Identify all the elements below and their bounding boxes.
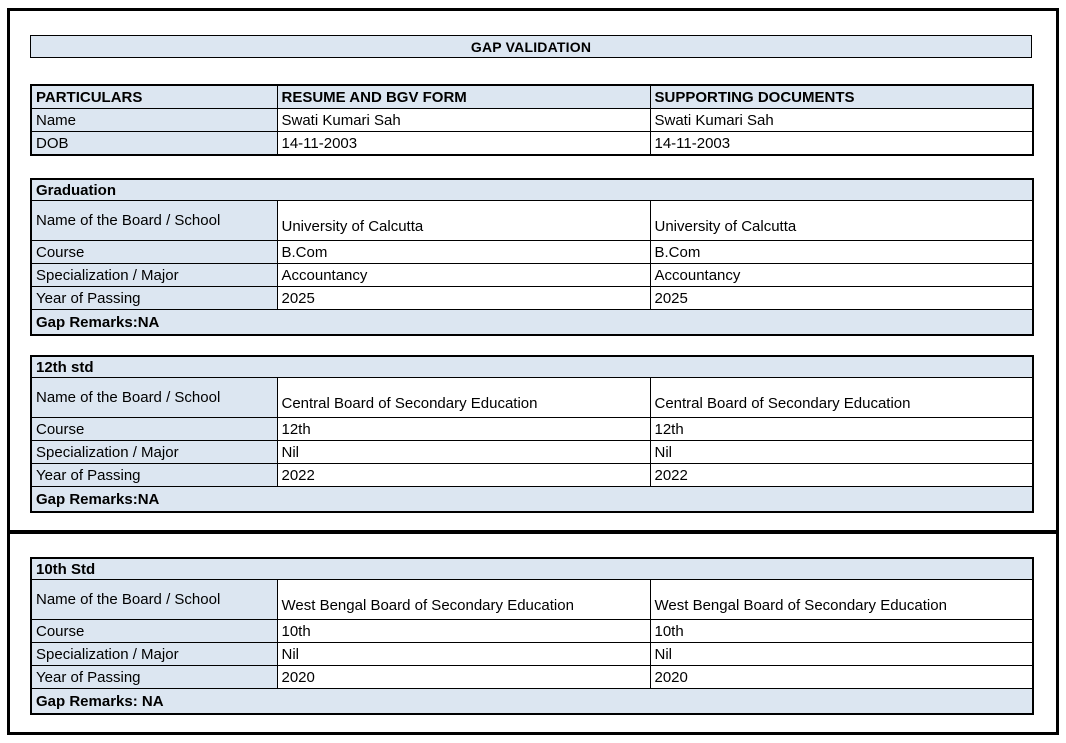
header-supporting-documents: SUPPORTING DOCUMENTS: [649, 84, 1034, 109]
specialization-supporting-value-cell: Nil: [649, 642, 1034, 666]
name-supporting-value-cell: Swati Kumari Sah: [649, 108, 1034, 132]
year-supporting-value-cell: 2020: [649, 665, 1034, 689]
board-school-label-cell: Name of the Board / School: [30, 200, 278, 241]
board-school-row: Name of the Board / School West Bengal B…: [30, 579, 1034, 620]
twelfth-section-title-cell: 12th std: [30, 355, 1034, 378]
specialization-row: Specialization / Major Nil Nil: [30, 642, 1034, 666]
tenth-section-title-cell: 10th Std: [30, 557, 1034, 580]
course-supporting-value-cell: B.Com: [649, 240, 1034, 264]
board-school-supporting-value-cell: University of Calcutta: [649, 200, 1034, 241]
gap-remarks-row: Gap Remarks:NA: [30, 486, 1034, 513]
tenth-section-header-row: 10th Std: [30, 557, 1034, 580]
section-divider-line: [7, 530, 1059, 534]
board-school-resume-value-cell: Central Board of Secondary Education: [276, 377, 651, 418]
specialization-row: Specialization / Major Accountancy Accou…: [30, 263, 1034, 287]
board-school-supporting-value-cell: West Bengal Board of Secondary Education: [649, 579, 1034, 620]
course-label-cell: Course: [30, 240, 278, 264]
year-label-cell: Year of Passing: [30, 463, 278, 487]
specialization-label-cell: Specialization / Major: [30, 642, 278, 666]
twelfth-std-section-table: 12th std Name of the Board / School Cent…: [30, 355, 1035, 513]
specialization-resume-value-cell: Nil: [276, 642, 651, 666]
gap-remarks-row: Gap Remarks: NA: [30, 688, 1034, 715]
specialization-label-cell: Specialization / Major: [30, 263, 278, 287]
course-supporting-value-cell: 12th: [649, 417, 1034, 441]
name-row: Name Swati Kumari Sah Swati Kumari Sah: [30, 108, 1034, 132]
specialization-supporting-value-cell: Accountancy: [649, 263, 1034, 287]
specialization-supporting-value-cell: Nil: [649, 440, 1034, 464]
graduation-section-header-row: Graduation: [30, 178, 1034, 201]
specialization-resume-value-cell: Accountancy: [276, 263, 651, 287]
name-resume-value-cell: Swati Kumari Sah: [276, 108, 651, 132]
particulars-header-row: PARTICULARS RESUME AND BGV FORM SUPPORTI…: [30, 84, 1034, 109]
document-title: GAP VALIDATION: [470, 38, 592, 55]
year-resume-value-cell: 2020: [276, 665, 651, 689]
header-particulars: PARTICULARS: [30, 84, 278, 109]
specialization-row: Specialization / Major Nil Nil: [30, 440, 1034, 464]
year-of-passing-row: Year of Passing 2022 2022: [30, 463, 1034, 487]
page-outer-frame: [7, 8, 1059, 735]
graduation-section-table: Graduation Name of the Board / School Un…: [30, 178, 1035, 336]
course-supporting-value-cell: 10th: [649, 619, 1034, 643]
dob-supporting-value-cell: 14-11-2003: [649, 131, 1034, 156]
board-school-label-cell: Name of the Board / School: [30, 579, 278, 620]
course-row: Course B.Com B.Com: [30, 240, 1034, 264]
name-label-cell: Name: [30, 108, 278, 132]
specialization-label-cell: Specialization / Major: [30, 440, 278, 464]
dob-resume-value-cell: 14-11-2003: [276, 131, 651, 156]
board-school-resume-value-cell: University of Calcutta: [276, 200, 651, 241]
gap-remarks-cell: Gap Remarks:NA: [30, 309, 1034, 336]
gap-remarks-cell: Gap Remarks: NA: [30, 688, 1034, 715]
course-label-cell: Course: [30, 619, 278, 643]
year-supporting-value-cell: 2022: [649, 463, 1034, 487]
board-school-supporting-value-cell: Central Board of Secondary Education: [649, 377, 1034, 418]
course-row: Course 10th 10th: [30, 619, 1034, 643]
gap-remarks-row: Gap Remarks:NA: [30, 309, 1034, 336]
course-resume-value-cell: 12th: [276, 417, 651, 441]
year-of-passing-row: Year of Passing 2020 2020: [30, 665, 1034, 689]
course-resume-value-cell: B.Com: [276, 240, 651, 264]
twelfth-section-header-row: 12th std: [30, 355, 1034, 378]
board-school-label-cell: Name of the Board / School: [30, 377, 278, 418]
course-resume-value-cell: 10th: [276, 619, 651, 643]
year-resume-value-cell: 2022: [276, 463, 651, 487]
year-label-cell: Year of Passing: [30, 665, 278, 689]
graduation-section-title-cell: Graduation: [30, 178, 1034, 201]
dob-label-cell: DOB: [30, 131, 278, 156]
year-resume-value-cell: 2025: [276, 286, 651, 310]
header-resume-bgv-form: RESUME AND BGV FORM: [276, 84, 651, 109]
particulars-table: PARTICULARS RESUME AND BGV FORM SUPPORTI…: [30, 84, 1034, 156]
document-title-bar: GAP VALIDATION: [30, 35, 1032, 58]
board-school-row: Name of the Board / School University of…: [30, 200, 1034, 241]
dob-row: DOB 14-11-2003 14-11-2003: [30, 131, 1034, 156]
course-row: Course 12th 12th: [30, 417, 1034, 441]
year-label-cell: Year of Passing: [30, 286, 278, 310]
board-school-resume-value-cell: West Bengal Board of Secondary Education: [276, 579, 651, 620]
gap-remarks-cell: Gap Remarks:NA: [30, 486, 1034, 513]
course-label-cell: Course: [30, 417, 278, 441]
specialization-resume-value-cell: Nil: [276, 440, 651, 464]
tenth-std-section-table: 10th Std Name of the Board / School West…: [30, 557, 1034, 715]
year-supporting-value-cell: 2025: [649, 286, 1034, 310]
year-of-passing-row: Year of Passing 2025 2025: [30, 286, 1034, 310]
board-school-row: Name of the Board / School Central Board…: [30, 377, 1034, 418]
